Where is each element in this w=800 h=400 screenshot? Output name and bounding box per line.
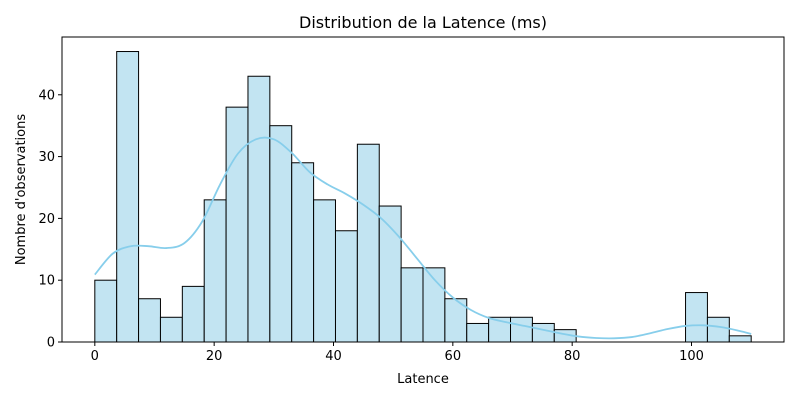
x-tick-label: 0 (91, 349, 99, 364)
x-tick-label: 60 (445, 349, 462, 364)
histogram-bar (313, 199, 336, 343)
x-axis: 0 20 40 60 80 100 (91, 342, 704, 364)
histogram-bar (181, 285, 205, 343)
histogram-bar (116, 51, 140, 343)
histogram-bar (728, 335, 752, 343)
x-tick-label: 100 (679, 349, 704, 364)
chart-title: Distribution de la Latence (ms) (299, 13, 547, 32)
x-tick-label: 80 (564, 349, 581, 364)
y-axis-label: Nombre d'observations (14, 114, 29, 265)
y-tick-label: 10 (38, 274, 55, 289)
histogram-bar (531, 322, 555, 343)
histogram-bar (225, 106, 249, 343)
histogram-bar (356, 143, 380, 343)
x-tick-label: 40 (325, 349, 342, 364)
histogram-bar (203, 199, 227, 343)
histogram-bar (685, 292, 708, 343)
histogram-bar (510, 316, 533, 343)
y-tick-label: 0 (47, 336, 55, 351)
plot-frame (61, 36, 785, 343)
x-axis-label: Latence (397, 372, 449, 387)
histogram-bar (269, 125, 293, 343)
y-tick-label: 30 (38, 150, 55, 165)
kde-curve (94, 136, 752, 340)
histogram-bar (138, 298, 161, 343)
histogram-bar (466, 322, 490, 343)
histogram-bar (159, 316, 183, 343)
x-tick-label: 20 (206, 349, 223, 364)
y-tick-label: 40 (38, 88, 55, 103)
bars-group (94, 51, 752, 343)
histogram-bar (247, 75, 271, 343)
y-tick-label: 20 (38, 212, 55, 227)
y-axis: 0 10 20 30 40 (38, 88, 62, 351)
histogram-bar (400, 267, 424, 343)
histogram-bar (94, 279, 118, 343)
histogram-bar (706, 316, 730, 343)
histogram-bar (291, 162, 315, 343)
histogram-bar (334, 230, 358, 343)
